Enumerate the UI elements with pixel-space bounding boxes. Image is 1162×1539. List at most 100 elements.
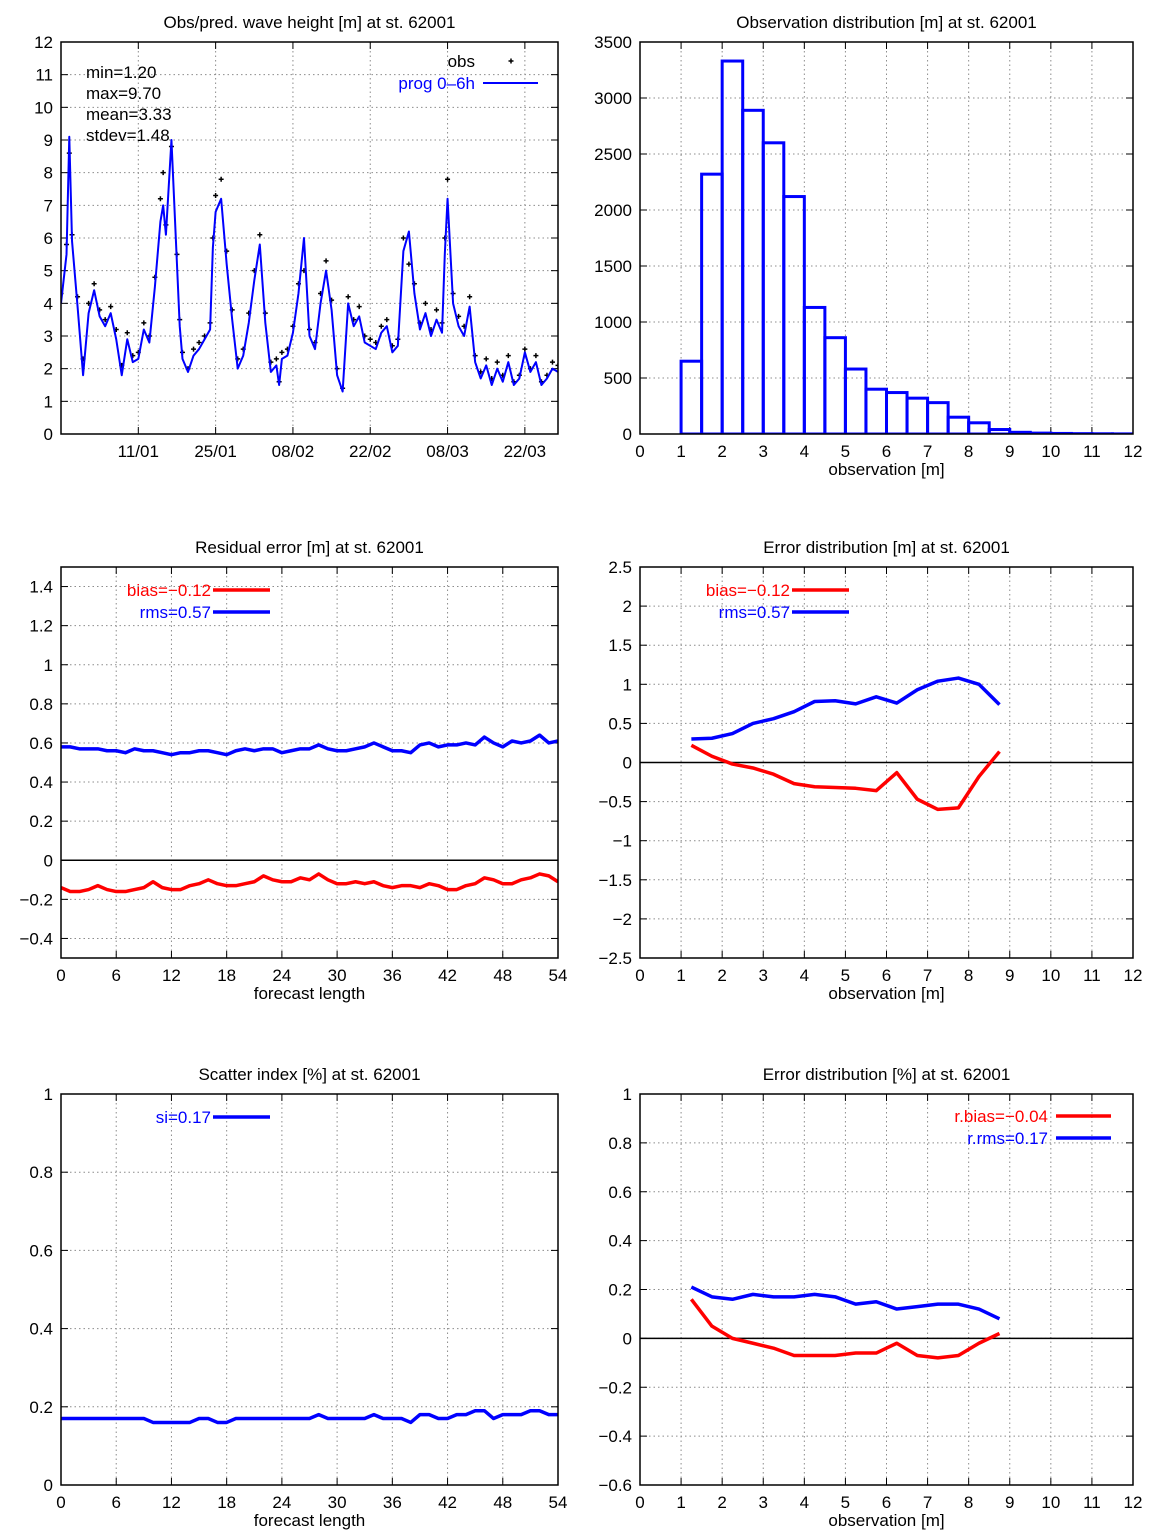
obs-point [434, 307, 440, 313]
y-tick-label: −0.6 [598, 1476, 632, 1495]
plot-frame [639, 566, 1134, 959]
obs-point [191, 346, 197, 352]
y-tick-label: 3000 [594, 89, 632, 108]
legend-label: bias=−0.12 [127, 581, 211, 600]
x-tick-label: 7 [923, 1493, 932, 1512]
x-tick-label: 8 [964, 442, 973, 461]
x-tick-label: 5 [841, 966, 850, 985]
chart-5: 0 6 12 18 24 30 36 42 48 54 0 0.2 0.4 0.6 0.8 1 Scatter … [29, 1065, 567, 1530]
x-tick-label: 10 [1041, 966, 1060, 985]
stat-text: min=1.20 [86, 63, 156, 82]
y-tick-label: 4 [44, 294, 53, 313]
obs-point [196, 340, 202, 346]
legend-label: bias=−0.12 [706, 581, 790, 600]
y-tick-label: 0.4 [29, 1320, 53, 1339]
x-tick-label: 3 [759, 966, 768, 985]
x-tick-label: 1 [676, 1493, 685, 1512]
y-tick-label: 1 [44, 656, 53, 675]
histogram-bar [700, 172, 724, 434]
obs-point [522, 346, 528, 352]
legend-label: r.bias=−0.04 [954, 1107, 1048, 1126]
x-axis-label: observation [m] [828, 460, 944, 479]
chart-3: 0 6 12 18 24 30 36 42 48 54 −0.4 −0.2 0 0.2 0.4 0.6 0.8 1… [19, 538, 567, 1003]
grid [640, 42, 1133, 434]
x-tick-label: 22/03 [504, 442, 547, 461]
y-tick-label: 0.4 [608, 1232, 632, 1251]
y-tick-label: 0.6 [29, 1241, 53, 1260]
obs-point [141, 320, 147, 326]
obs-point [323, 258, 329, 264]
ticks [60, 1093, 559, 1486]
plot-frame [60, 41, 559, 435]
series-1-line [61, 135, 558, 393]
y-tick-label: −2 [613, 910, 632, 929]
x-tick-label: 11/01 [118, 442, 159, 461]
y-tick-label: 2000 [594, 201, 632, 220]
y-tick-label: 0 [623, 425, 632, 444]
legend-label: rms=0.57 [140, 603, 211, 622]
y-tick-label: −0.4 [19, 929, 53, 948]
chart-title: Observation distribution [m] at st. 6200… [736, 13, 1037, 32]
x-tick-label: 4 [800, 966, 809, 985]
x-tick-label: 6 [882, 442, 891, 461]
x-tick-label: 7 [923, 966, 932, 985]
series-0-line [690, 743, 1001, 812]
histogram-bar [885, 391, 909, 434]
chart-title: Error distribution [%] at st. 62001 [763, 1065, 1011, 1084]
obs-point [102, 317, 108, 323]
series-0-points [61, 144, 558, 391]
x-tick-label: 4 [800, 1493, 809, 1512]
plot-area [689, 1285, 1001, 1360]
legend: bias=−0.12 rms=0.57 [706, 581, 849, 622]
y-tick-label: 3500 [594, 33, 632, 52]
y-tick-label: −0.4 [598, 1427, 632, 1446]
y-tick-label: 2500 [594, 145, 632, 164]
y-tick-label: 0.2 [608, 1281, 632, 1300]
legend-label: si=0.17 [156, 1108, 211, 1127]
x-tick-label: 8 [964, 966, 973, 985]
x-tick-label: 9 [1005, 1493, 1014, 1512]
x-tick-label: 12 [1124, 966, 1143, 985]
histogram-bar [802, 305, 827, 434]
chart-title: Residual error [m] at st. 62001 [195, 538, 424, 557]
legend: r.bias=−0.04 r.rms=0.17 [954, 1107, 1111, 1148]
legend-label: obs [448, 52, 475, 71]
x-tick-label: 1 [676, 966, 685, 985]
x-tick-label: 54 [549, 966, 568, 985]
obs-point [494, 359, 500, 365]
y-tick-label: 0.6 [608, 1183, 632, 1202]
histogram-bar [761, 141, 786, 434]
y-tick-label: 0 [44, 425, 53, 444]
histogram-bar [926, 401, 950, 434]
x-tick-label: 6 [882, 966, 891, 985]
y-tick-label: 0 [623, 1329, 632, 1348]
plot-frame [60, 1093, 559, 1486]
x-tick-label: 12 [162, 966, 181, 985]
x-tick-label: 22/02 [349, 442, 392, 461]
obs-point [378, 323, 384, 329]
y-tick-label: −1 [613, 832, 632, 851]
x-tick-label: 12 [162, 1493, 181, 1512]
x-tick-label: 0 [56, 1493, 65, 1512]
plot-frame [60, 566, 559, 959]
obs-point [108, 304, 114, 310]
obs-point [218, 176, 224, 182]
y-tick-label: 1 [44, 1085, 53, 1104]
x-tick-label: 48 [493, 966, 512, 985]
plot-area [61, 135, 558, 393]
chart-title: Error distribution [m] at st. 62001 [763, 538, 1010, 557]
x-tick-label: 42 [438, 1493, 457, 1512]
x-tick-label: 18 [217, 966, 236, 985]
histogram-bar [782, 195, 806, 434]
obs-point [367, 336, 373, 342]
y-tick-label: 1000 [594, 313, 632, 332]
histogram-bar [741, 108, 765, 434]
histogram-bar [843, 367, 868, 434]
obs-point [483, 356, 489, 362]
x-tick-label: 6 [111, 966, 120, 985]
legend: obs prog 0–6h min=1.20 max=9.70 mean=3.33 std… [86, 52, 538, 145]
y-tick-label: 1.2 [29, 617, 53, 636]
x-axis-label: observation [m] [828, 984, 944, 1003]
y-tick-label: 0.5 [608, 714, 632, 733]
